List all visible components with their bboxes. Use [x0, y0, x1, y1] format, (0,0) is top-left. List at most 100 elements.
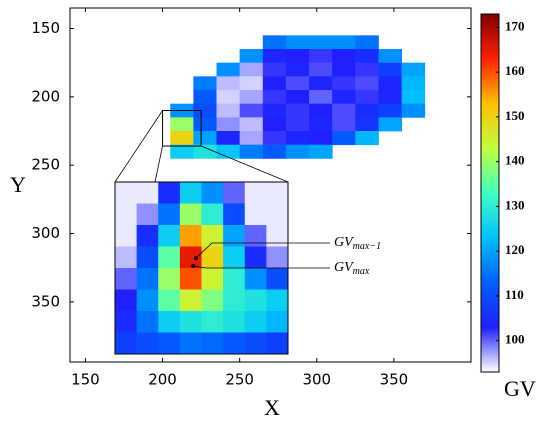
heatmap-cell	[239, 49, 264, 64]
heatmap-cell	[309, 103, 333, 118]
heatmap-cell	[216, 62, 241, 77]
heatmap-cell	[401, 90, 426, 105]
heatmap-cell	[285, 35, 310, 50]
heatmap-cell	[401, 62, 426, 77]
heatmap-cell	[285, 144, 310, 159]
heatmap-cell	[309, 62, 333, 77]
annotation-label: GVmax	[334, 260, 370, 277]
inset-cell	[179, 289, 202, 312]
inset-cell	[201, 268, 224, 290]
heatmap-cell	[193, 90, 217, 105]
inset-cell	[201, 332, 224, 355]
heatmap-cell	[193, 131, 217, 146]
colorbar-tick-label: 100	[505, 332, 525, 347]
inset-cell	[158, 182, 181, 204]
heatmap-cell	[332, 131, 356, 146]
inset-cell	[266, 311, 289, 333]
annotation-leader	[193, 265, 330, 269]
heatmap-cell	[216, 117, 241, 132]
inset-cell	[223, 268, 246, 290]
heatmap-cell	[355, 49, 379, 64]
heatmap-cell	[262, 62, 287, 77]
heatmap-cell	[332, 35, 356, 50]
heatmap-cell	[262, 35, 287, 50]
inset-cell	[115, 289, 138, 312]
colorbar-tick-label: 150	[505, 108, 525, 123]
inset-cell	[223, 182, 246, 204]
colorbar-tick-label: 110	[505, 287, 524, 302]
heatmap-cell	[216, 144, 241, 159]
x-axis-label: X	[264, 395, 280, 420]
colorbar-tick-label: 140	[505, 153, 525, 168]
inset-cell	[244, 311, 267, 333]
inset-cell	[223, 225, 246, 247]
heatmap-cell	[309, 49, 333, 64]
inset-cell	[266, 246, 289, 269]
inset-cell	[158, 203, 181, 226]
y-axis-label: Y	[10, 172, 26, 197]
inset-cell	[115, 332, 138, 355]
inset-cell	[266, 332, 289, 355]
inset-cell	[179, 332, 202, 355]
inset-cell	[136, 268, 159, 290]
heatmap-cell	[378, 90, 402, 105]
heatmap-cell	[216, 131, 241, 146]
heatmap-cell	[285, 131, 310, 146]
inset-cell	[158, 268, 181, 290]
y-tick-label: 300	[31, 224, 60, 242]
heatmap-cell	[239, 117, 264, 132]
heatmap-cell	[355, 76, 379, 91]
colorbar-tick-label: 170	[505, 18, 525, 33]
inset-cell	[136, 203, 159, 226]
inset-cell	[201, 246, 224, 269]
heatmap-cell	[193, 103, 217, 118]
heatmap-cell	[355, 103, 379, 118]
heatmap-cell	[239, 103, 264, 118]
heatmap-cell	[332, 117, 356, 132]
heatmap-cell	[216, 90, 241, 105]
heatmap-cell	[355, 131, 379, 146]
heatmap-cell	[239, 90, 264, 105]
inset-cell	[136, 182, 159, 204]
heatmap-cell	[216, 103, 241, 118]
heatmap-cell	[262, 131, 287, 146]
inset-cell	[179, 182, 202, 204]
heatmap-cell	[378, 117, 402, 132]
inset-cell	[223, 289, 246, 312]
heatmap-cell	[262, 117, 287, 132]
inset-cell	[223, 311, 246, 333]
heatmap-cell	[332, 62, 356, 77]
heatmap-cell	[239, 76, 264, 91]
heatmap-cell	[262, 76, 287, 91]
inset-cell	[223, 246, 246, 269]
x-tick-label: 300	[302, 371, 331, 389]
heatmap-cell	[193, 76, 217, 91]
inset-cell	[266, 289, 289, 312]
annotation-leader	[195, 242, 330, 259]
heatmap-cell	[332, 90, 356, 105]
inset-cell	[158, 225, 181, 247]
heatmap-cell	[262, 49, 287, 64]
heatmap-cell	[193, 117, 217, 132]
inset-cell	[266, 225, 289, 247]
heatmap-cell	[332, 76, 356, 91]
x-tick-label: 350	[380, 371, 409, 389]
heatmap-cell	[239, 144, 264, 159]
inset-cell	[244, 182, 267, 204]
heatmap-cell	[378, 49, 402, 64]
annotation-label: GVmax−1	[334, 235, 381, 252]
colorbar-tick-label: 130	[505, 197, 525, 212]
heatmap-cell	[378, 62, 402, 77]
inset-cell	[201, 225, 224, 247]
y-tick-label: 350	[31, 292, 60, 310]
zoom-box	[162, 110, 202, 147]
annotation-base: GV	[334, 235, 354, 250]
heatmap-cell	[332, 103, 356, 118]
heatmap-cell	[170, 144, 194, 159]
inset-cell	[223, 203, 246, 226]
heatmap-cell	[262, 90, 287, 105]
inset-cell	[115, 203, 138, 226]
y-tick-label: 200	[31, 87, 60, 105]
colorbar-tick-label: 160	[505, 63, 525, 78]
heatmap-cell	[285, 62, 310, 77]
